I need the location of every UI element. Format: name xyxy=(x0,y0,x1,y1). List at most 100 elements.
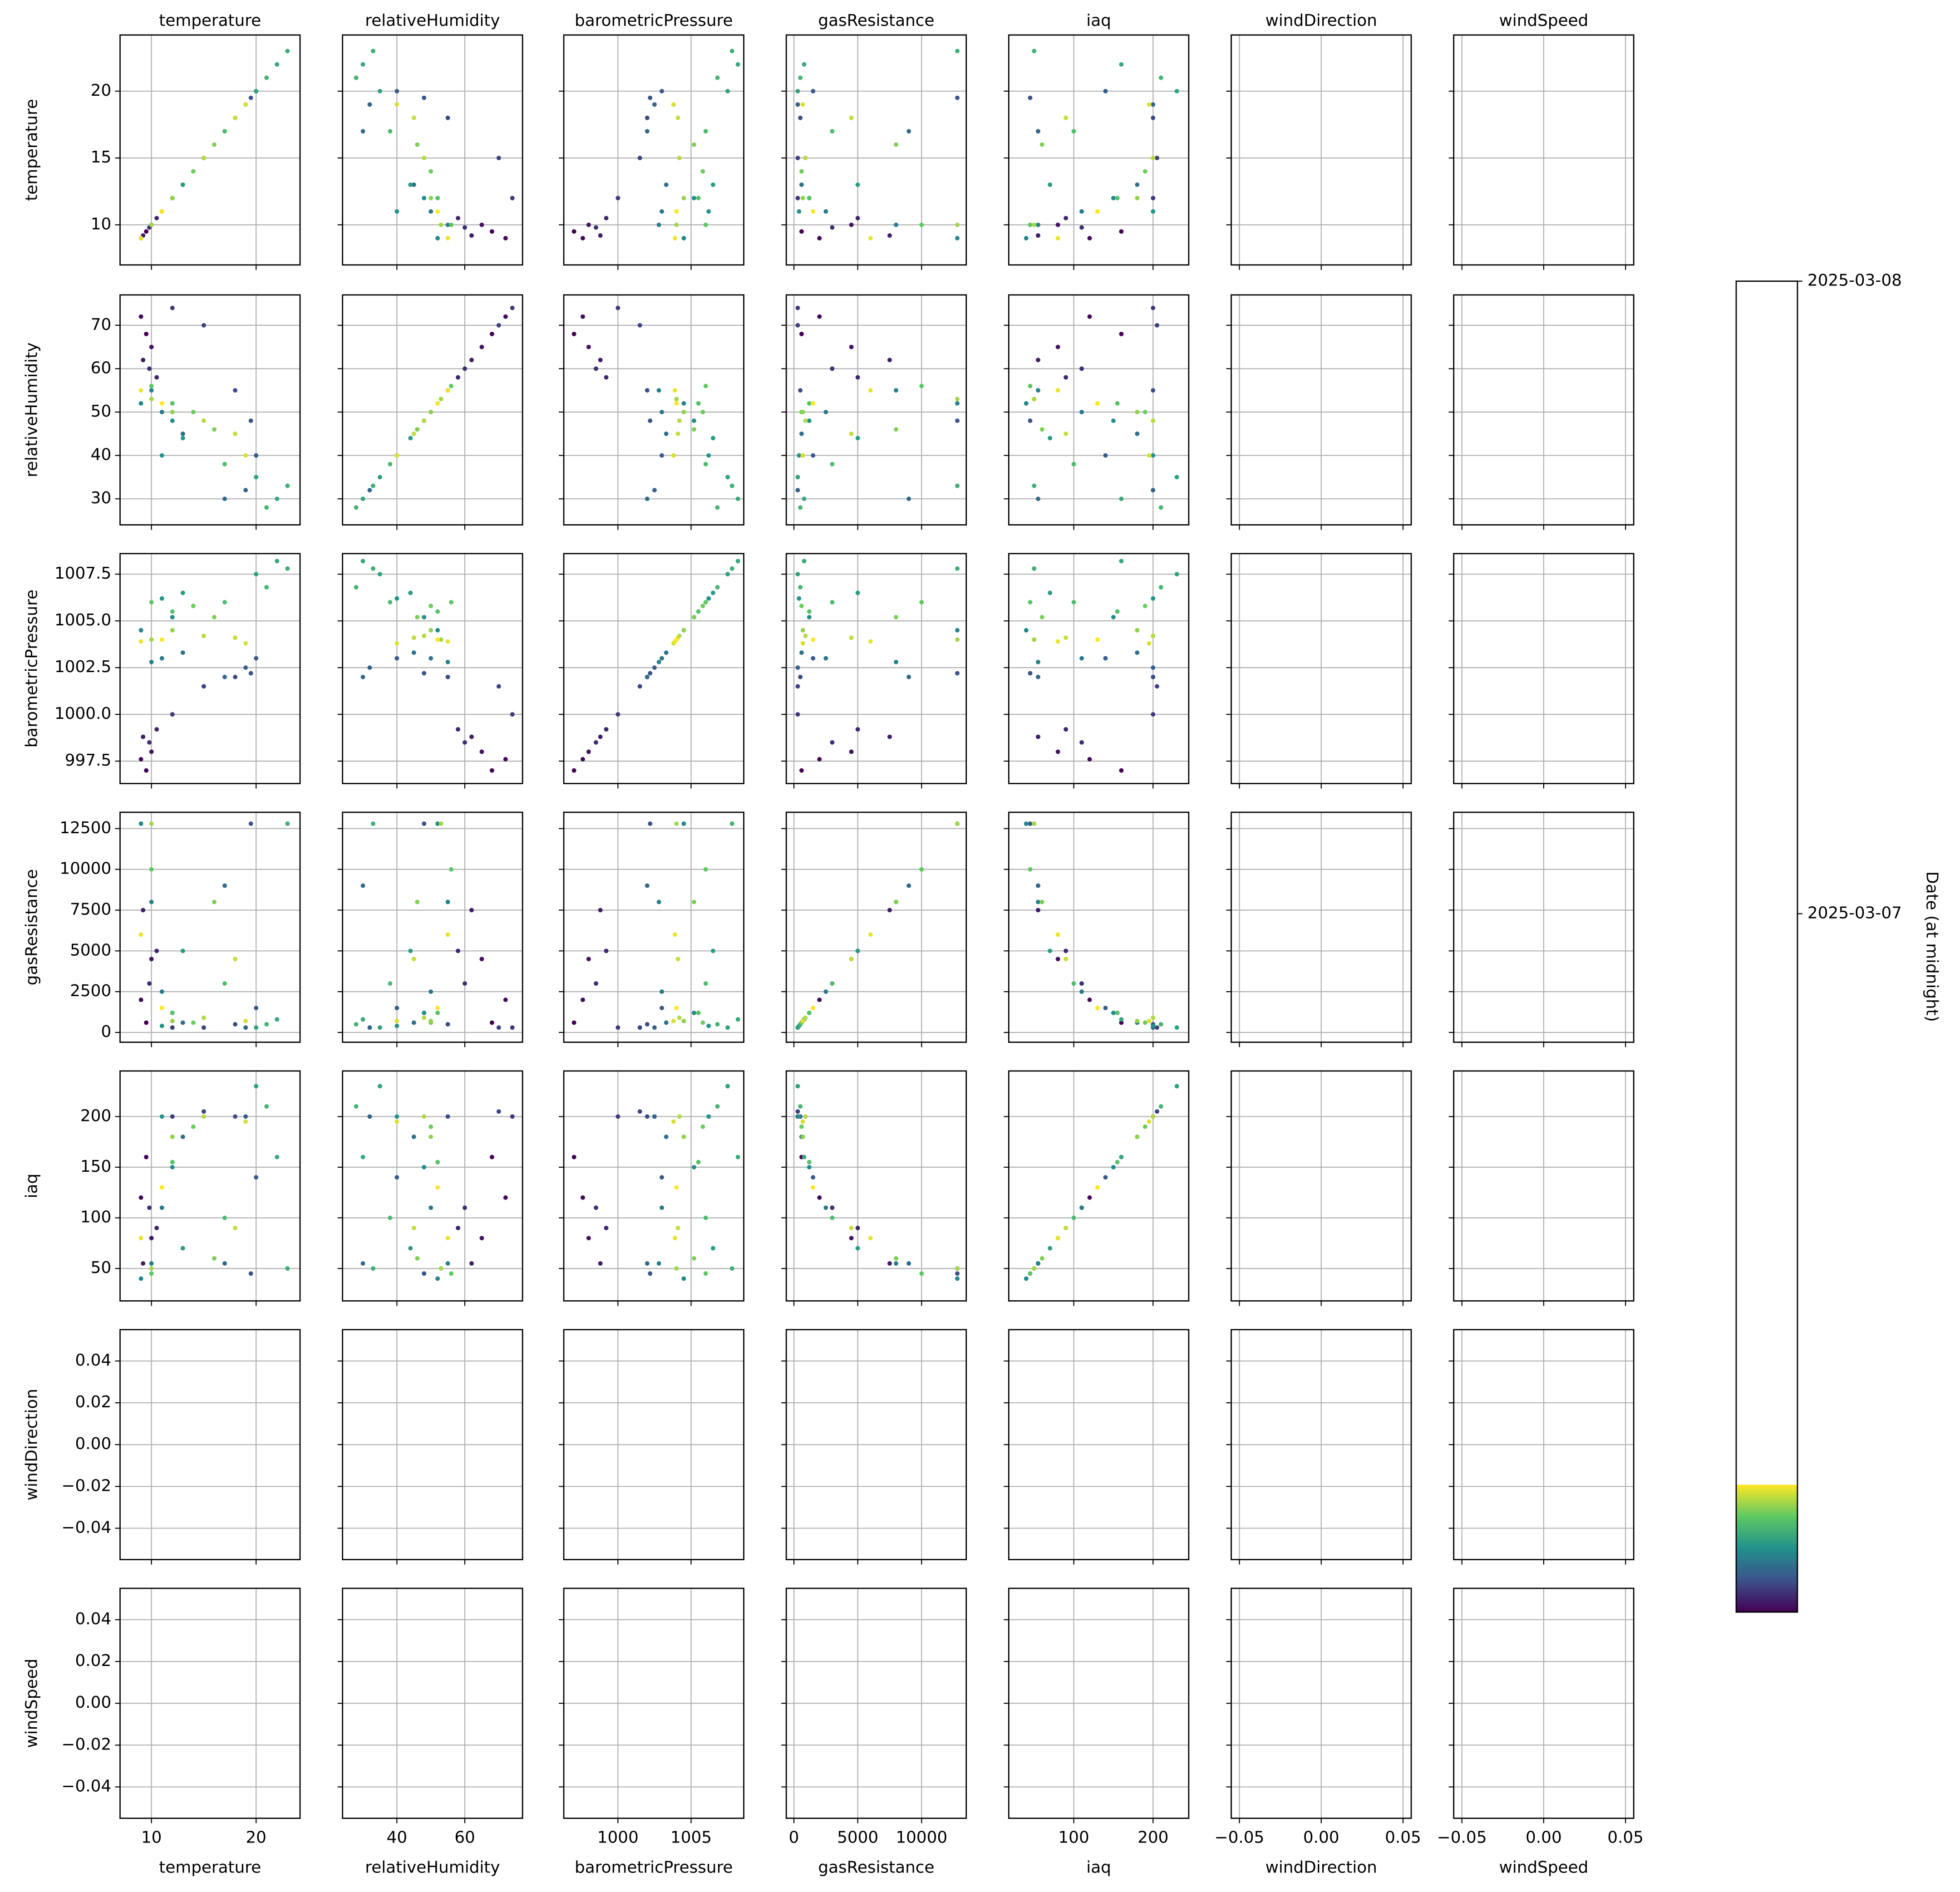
x-tick-label: 0.05 xyxy=(1385,1828,1421,1847)
scatter-point xyxy=(503,314,508,319)
scatter-point xyxy=(715,1022,720,1027)
y-tick-label: 15 xyxy=(91,148,112,167)
scatter-point xyxy=(201,418,206,423)
y-tick-label: 1007.5 xyxy=(54,564,111,583)
scatter-point xyxy=(645,1114,650,1119)
scatter-point xyxy=(645,496,650,501)
scatter-point xyxy=(849,431,854,436)
panel-frame xyxy=(119,294,301,526)
scatter-point xyxy=(154,727,159,732)
scatter-point xyxy=(1024,821,1029,826)
scatter-point xyxy=(586,1236,591,1241)
scatter-point xyxy=(360,1017,365,1022)
scatter-point xyxy=(803,156,808,161)
scatter-point xyxy=(159,1185,164,1190)
scatter-point xyxy=(955,637,960,642)
scatter-point xyxy=(191,169,196,174)
scatter-point xyxy=(1151,115,1156,120)
scatter-point xyxy=(894,142,898,147)
scatter-point xyxy=(700,1124,705,1129)
scatter-point xyxy=(275,1017,280,1022)
scatter-point xyxy=(664,650,669,655)
scatter-point xyxy=(1147,453,1152,458)
scatter-point xyxy=(138,821,143,826)
scatter-point xyxy=(660,88,664,93)
scatter-point xyxy=(681,1134,686,1139)
y-tick-label: 30 xyxy=(91,489,112,507)
scatter-point xyxy=(700,1020,705,1025)
y-tick-label: 70 xyxy=(91,315,112,334)
scatter-point xyxy=(469,908,474,913)
column-title: iaq xyxy=(1086,11,1111,30)
scatter-point xyxy=(469,358,474,363)
scatter-point xyxy=(1064,948,1069,953)
scatter-point xyxy=(598,908,603,913)
panel-frame xyxy=(1008,811,1190,1043)
scatter-point xyxy=(496,684,501,689)
scatter-point xyxy=(180,1246,185,1251)
scatter-point xyxy=(445,932,450,937)
scatter-point xyxy=(799,604,804,609)
y-tick-label: 150 xyxy=(80,1157,111,1176)
panel-frame xyxy=(1453,811,1635,1043)
scatter-point xyxy=(586,222,591,227)
scatter-point xyxy=(1055,222,1060,227)
scatter-point xyxy=(449,867,454,872)
scatter-point xyxy=(1151,634,1156,639)
scatter-point xyxy=(435,637,440,642)
scatter-point xyxy=(797,1114,802,1119)
scatter-point xyxy=(855,590,860,595)
scatter-point xyxy=(696,401,701,406)
scatter-point xyxy=(671,453,676,458)
y-tick-label: 10 xyxy=(91,215,112,233)
scatter-point xyxy=(1048,436,1053,441)
scatter-point xyxy=(675,115,680,120)
scatter-point xyxy=(637,323,642,328)
scatter-point xyxy=(580,314,585,319)
scatter-point xyxy=(233,674,238,679)
scatter-point xyxy=(159,1205,164,1210)
scatter-point xyxy=(1079,740,1084,745)
scatter-point xyxy=(703,600,708,604)
scatter-point xyxy=(170,1165,175,1170)
scatter-point xyxy=(469,233,474,238)
scatter-point xyxy=(422,95,427,100)
scatter-point xyxy=(673,388,678,393)
scatter-point xyxy=(652,665,657,670)
scatter-point xyxy=(1103,1006,1108,1011)
scatter-point xyxy=(795,1084,800,1089)
panel-frame xyxy=(119,34,301,266)
scatter-point xyxy=(285,566,290,571)
panel-frame xyxy=(785,553,967,784)
scatter-point xyxy=(222,883,227,888)
scatter-point xyxy=(1147,1018,1152,1023)
scatter-point xyxy=(586,344,591,349)
scatter-point xyxy=(795,156,800,161)
scatter-point xyxy=(807,609,812,614)
scatter-point xyxy=(159,1023,164,1028)
scatter-point xyxy=(1151,209,1156,214)
scatter-point xyxy=(1055,639,1060,644)
scatter-point xyxy=(445,1261,450,1266)
scatter-point xyxy=(191,604,196,609)
scatter-point xyxy=(394,596,399,601)
panel-frame xyxy=(1231,294,1412,526)
y-axis-label: windDirection xyxy=(23,1389,41,1500)
scatter-point xyxy=(800,102,805,107)
scatter-point xyxy=(830,366,835,371)
scatter-point xyxy=(149,749,154,754)
scatter-point xyxy=(243,1119,248,1124)
scatter-point xyxy=(428,410,433,414)
scatter-point xyxy=(674,637,679,642)
scatter-point xyxy=(868,236,873,241)
scatter-point xyxy=(438,637,443,642)
scatter-point xyxy=(222,1261,227,1266)
scatter-point xyxy=(648,821,653,826)
y-tick-label: 10000 xyxy=(59,860,111,878)
scatter-point xyxy=(435,209,440,214)
scatter-point xyxy=(1151,665,1156,670)
x-tick-label: 100 xyxy=(1058,1828,1089,1847)
scatter-point xyxy=(648,1271,653,1276)
scatter-point xyxy=(811,453,816,458)
panel-frame xyxy=(342,1587,523,1819)
